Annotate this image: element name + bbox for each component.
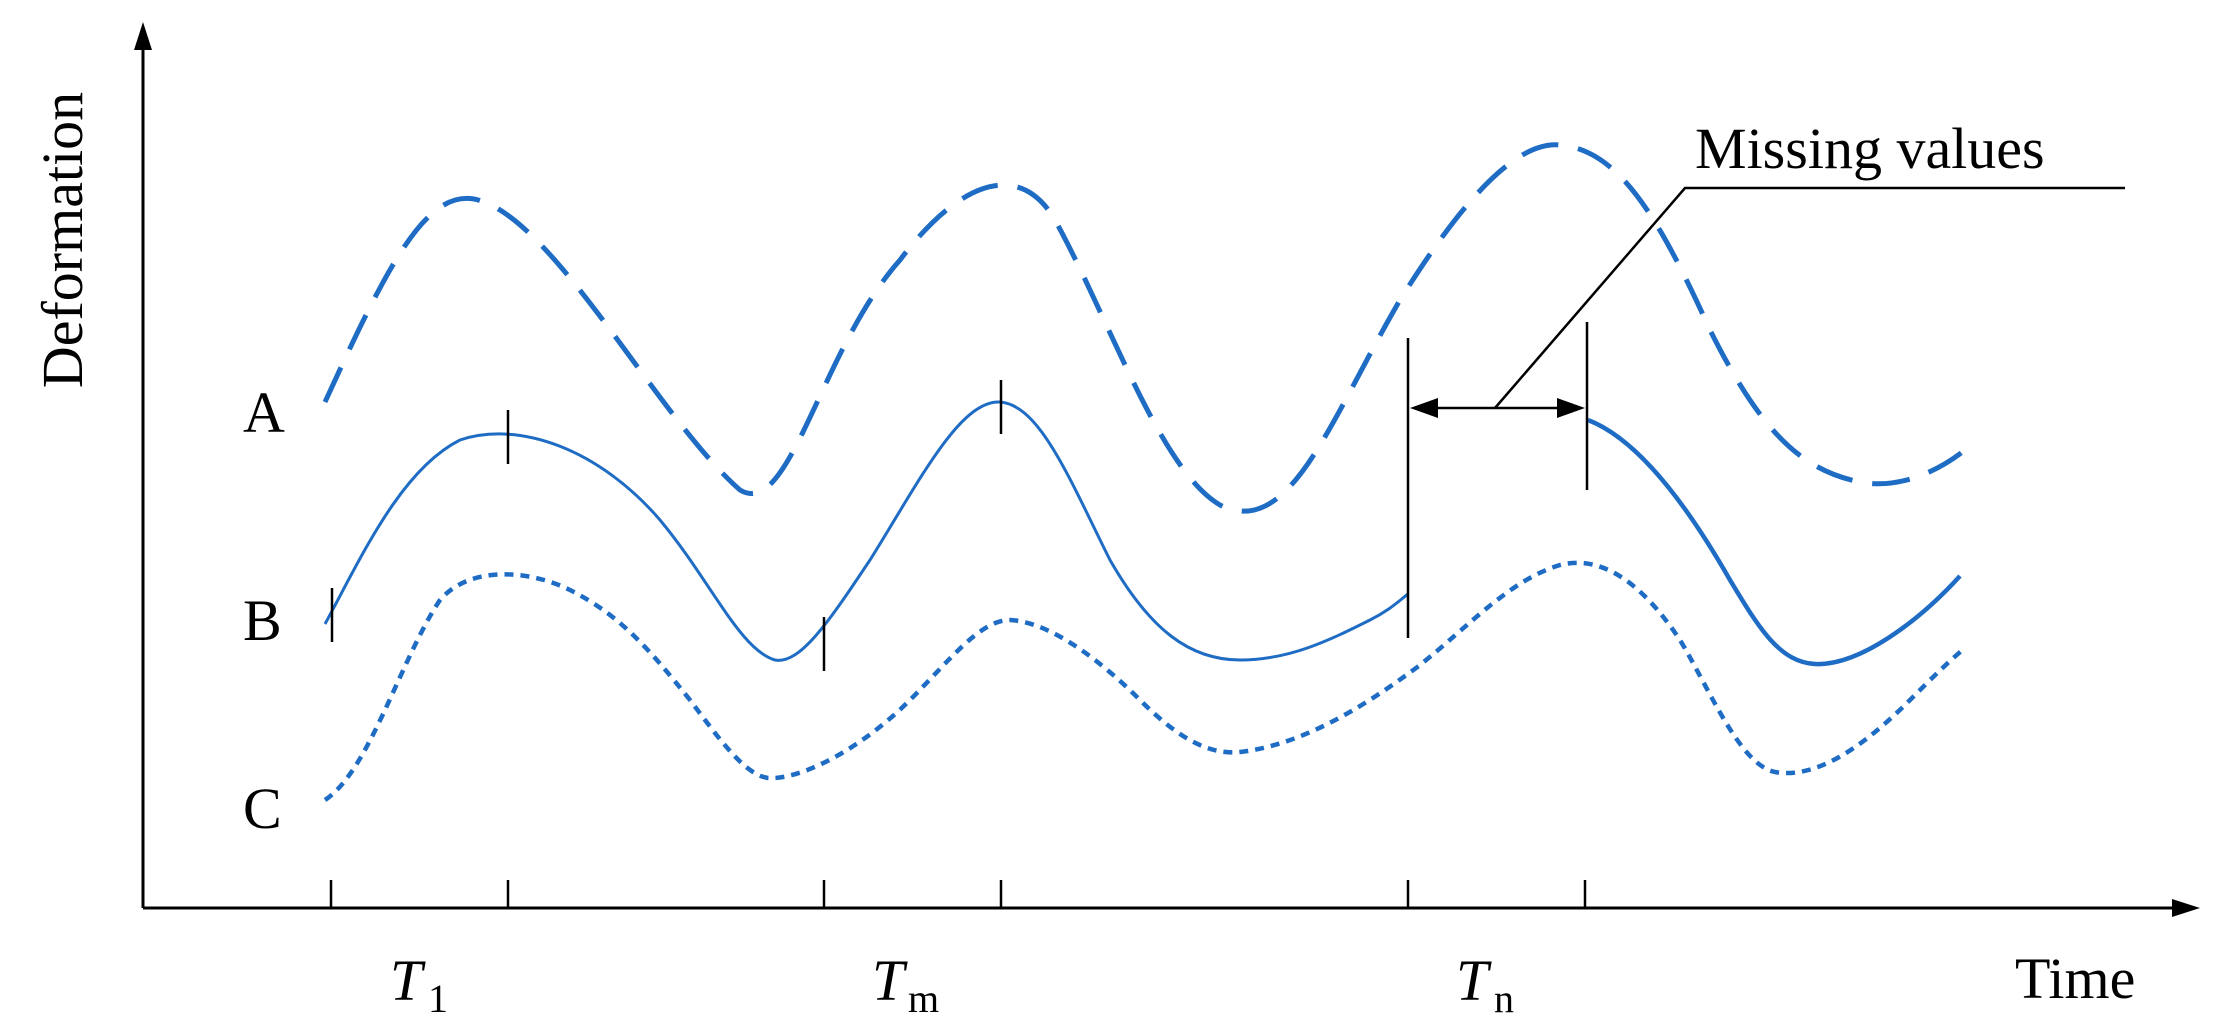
curve-a-dashed bbox=[322, 142, 1967, 514]
curve-b-solid bbox=[323, 400, 1409, 662]
span-arrowhead-right bbox=[1557, 398, 1585, 418]
series-label-a: A bbox=[243, 380, 285, 445]
tick-label-tn: T n bbox=[1456, 948, 1514, 1021]
missing-values-label: Missing values bbox=[1695, 116, 2045, 181]
curve-b-markers bbox=[330, 380, 1003, 671]
curve-c-dotted bbox=[323, 560, 1967, 802]
tick-label-tm-main: T bbox=[872, 948, 908, 1013]
x-axis-arrow bbox=[2172, 899, 2200, 917]
missing-values-bounds bbox=[1406, 322, 1589, 638]
tick-label-t1-sub: 1 bbox=[428, 976, 448, 1021]
tick-label-tm: T m bbox=[872, 948, 939, 1021]
tick-label-tm-sub: m bbox=[908, 976, 939, 1021]
missing-values-span-arrow bbox=[1410, 398, 1585, 418]
tick-label-t1: T 1 bbox=[390, 948, 448, 1021]
tick-label-t1-main: T bbox=[390, 948, 426, 1013]
series-label-c: C bbox=[243, 776, 282, 841]
tick-label-tn-main: T bbox=[1456, 948, 1492, 1013]
x-axis-ticks bbox=[329, 880, 1587, 908]
y-axis-arrow bbox=[134, 22, 152, 50]
span-arrowhead-left bbox=[1410, 398, 1438, 418]
tick-label-tn-sub: n bbox=[1494, 976, 1514, 1021]
annotation-leader-line bbox=[1494, 186, 2125, 409]
series-label-b: B bbox=[243, 588, 282, 653]
axes bbox=[134, 22, 2200, 917]
y-axis-label: Deformation bbox=[30, 92, 95, 388]
x-axis-label: Time bbox=[2015, 946, 2135, 1011]
curve-b-solid-after-gap bbox=[1587, 417, 1962, 667]
